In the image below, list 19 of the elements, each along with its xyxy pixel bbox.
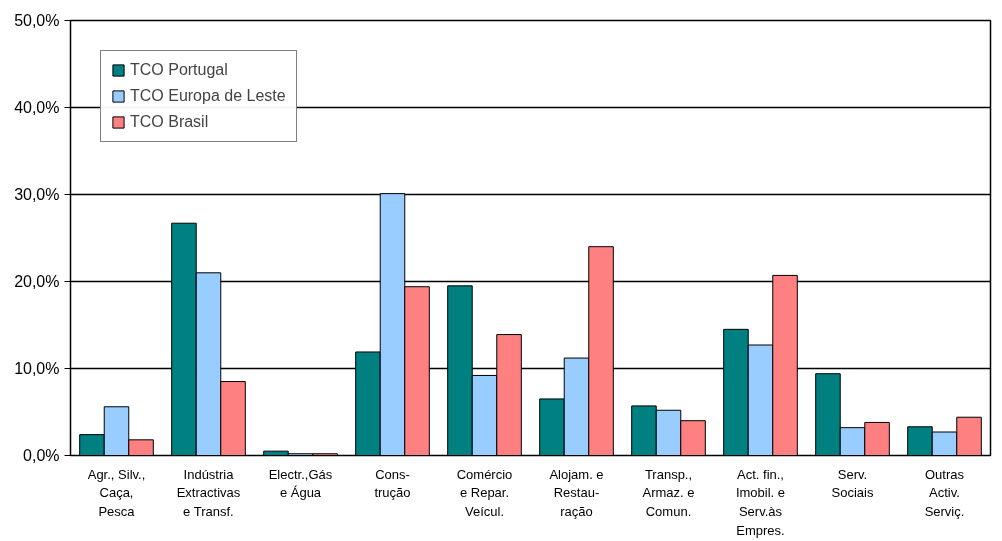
y-tick-label: 40,0% [14,99,60,116]
x-tick-label: Comércio e Repar. Veícul. [456,466,513,519]
legend-label: TCO Brasil [130,113,209,131]
x-tick-label: Cons- trução [374,466,411,501]
y-tick-label: 0,0% [23,447,60,464]
x-tick-label: Electr.,Gás e Água [268,466,333,501]
x-tick-label: Serv. Sociais [831,466,874,501]
y-tick-label: 50,0% [14,12,60,29]
x-tick-label: Transp., Armaz. e Comun. [642,466,695,519]
x-tick-label: Indústria Extractivas e Transf. [176,466,241,519]
x-tick-label: Agr., Silv., Caça, Pesca [87,466,146,519]
y-tick-label: 10,0% [14,360,60,377]
x-tick-label: Alojam. e Restau- ração [549,466,604,519]
legend-label: TCO Portugal [130,61,228,79]
x-tick-label: Outras Activ. Serviç. [924,466,965,519]
y-tick-label: 20,0% [14,273,60,290]
legend-label: TCO Europa de Leste [130,87,286,105]
x-tick-label: Act. fin., Imobil. e Serv.às Empres. [735,466,786,538]
y-tick-label: 30,0% [14,186,60,203]
